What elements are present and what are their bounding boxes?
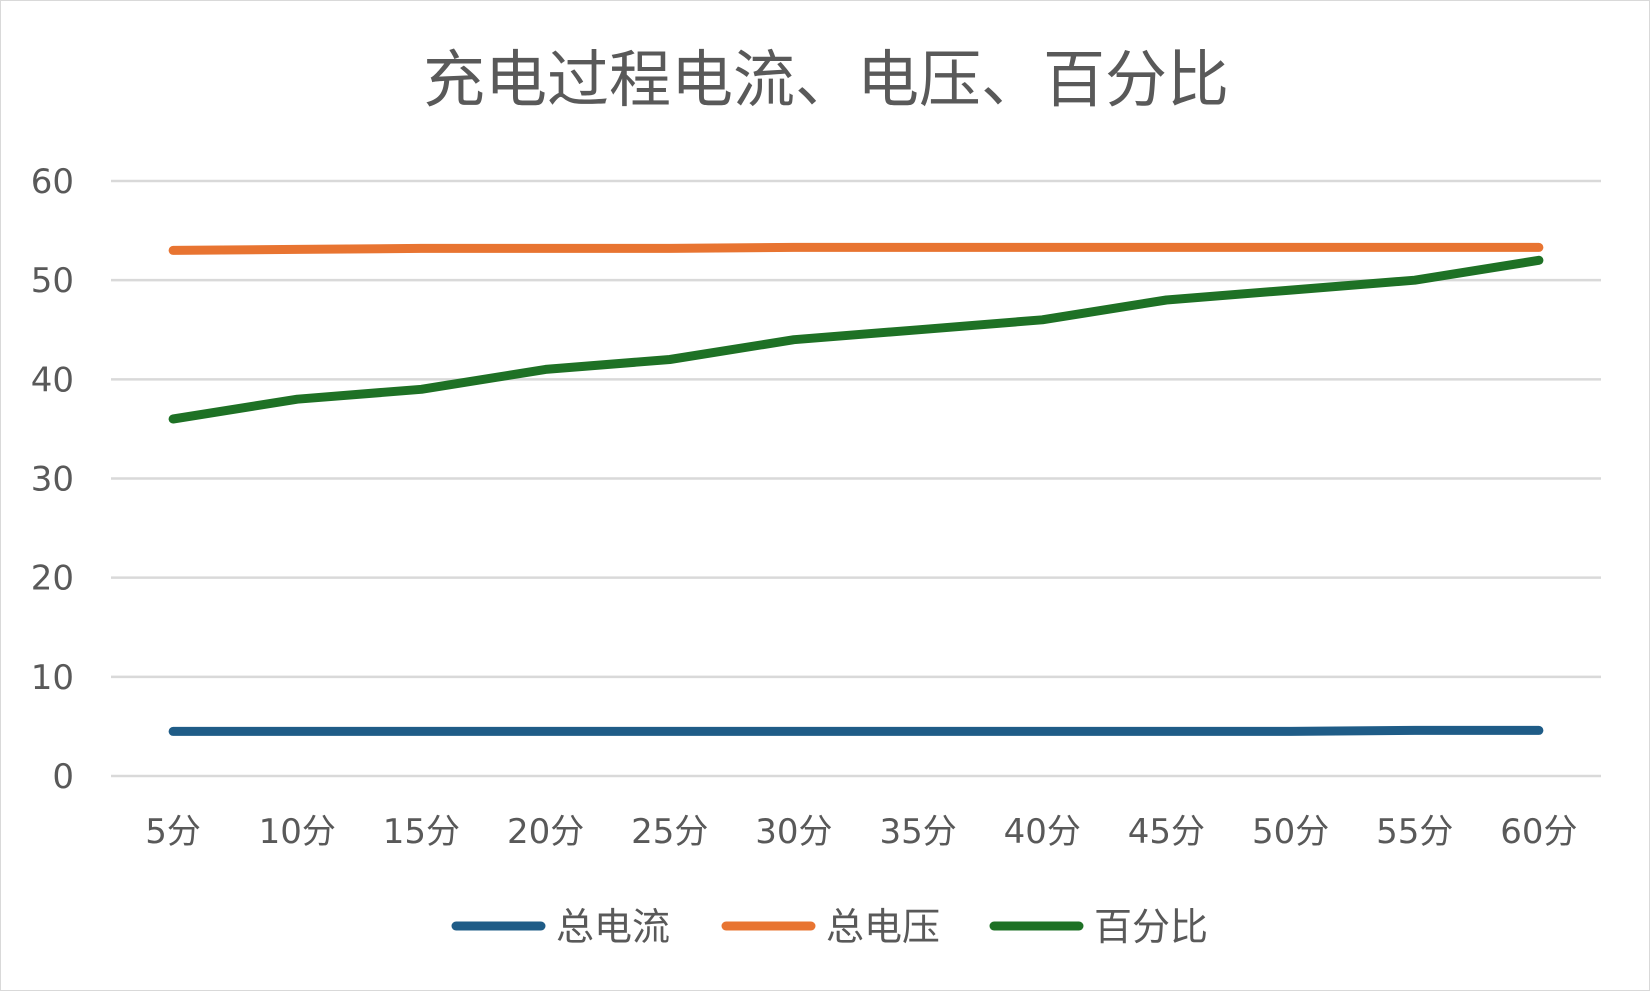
gridlines: [111, 179, 1601, 778]
x-tick-label: 25分: [631, 812, 708, 852]
y-tick-label: 50: [31, 261, 74, 301]
x-tick-label: 20分: [507, 812, 584, 852]
y-tick-label: 40: [31, 360, 74, 400]
series-line: [168, 255, 1544, 424]
series-line: [168, 725, 1544, 736]
x-tick-label: 40分: [1004, 812, 1081, 852]
x-tick-label: 45分: [1128, 812, 1205, 852]
y-axis: 0 10 20 30 40 50 60: [31, 162, 74, 797]
x-tick-label: 30分: [755, 812, 832, 852]
x-tick-label: 15分: [383, 812, 460, 852]
series-line: [168, 242, 1544, 255]
y-tick-label: 10: [31, 658, 74, 698]
y-tick-label: 60: [31, 162, 74, 202]
x-tick-label: 5分: [145, 812, 201, 852]
legend: 总电流 总电压 百分比: [451, 905, 1208, 949]
legend-label: 总电压: [826, 905, 940, 949]
x-tick-label: 10分: [259, 812, 336, 852]
chart-title: 充电过程电流、电压、百分比: [423, 43, 1229, 116]
series-lines: [168, 242, 1544, 736]
y-tick-label: 20: [31, 559, 74, 599]
y-tick-label: 30: [31, 460, 74, 500]
legend-label: 百分比: [1094, 905, 1208, 949]
legend-label: 总电流: [556, 905, 670, 949]
x-tick-label: 35分: [879, 812, 956, 852]
y-tick-label: 0: [52, 757, 74, 797]
x-tick-label: 50分: [1252, 812, 1329, 852]
x-tick-label: 60分: [1500, 812, 1577, 852]
x-tick-label: 55分: [1376, 812, 1453, 852]
x-axis: 5分 10分 15分 20分 25分 30分 35分 40分 45分 50分 55分 60分: [145, 812, 1577, 852]
